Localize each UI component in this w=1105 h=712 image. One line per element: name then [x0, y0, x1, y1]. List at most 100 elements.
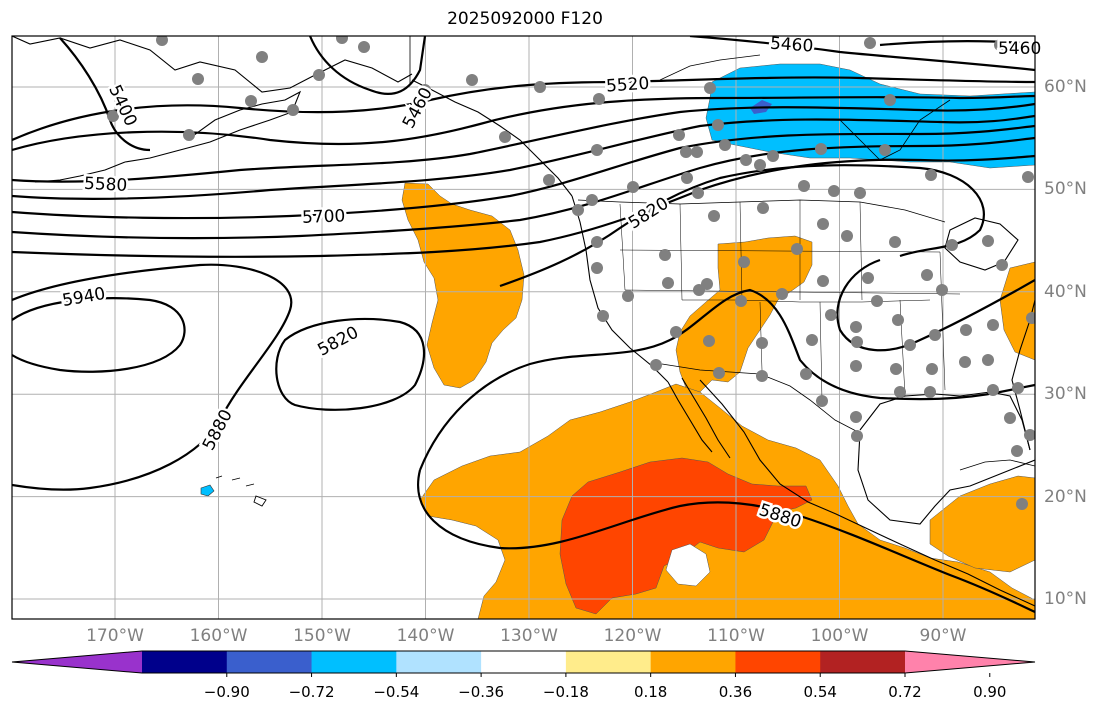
station-marker [183, 129, 195, 141]
longitude-label: 160°W [189, 626, 248, 646]
station-marker [894, 386, 906, 398]
station-marker [798, 180, 810, 192]
arctic-coast [659, 54, 761, 81]
station-marker [591, 144, 603, 156]
station-marker [816, 395, 828, 407]
station-marker [1026, 312, 1035, 324]
longitude-label: 90°W [919, 626, 967, 646]
station-marker [854, 187, 866, 199]
colorbar-bin [650, 651, 736, 673]
longitude-label: 170°W [86, 626, 144, 646]
contour-5880-pacific [12, 263, 293, 491]
colorbar-tick-label: 0.18 [633, 683, 668, 701]
colorbar-tick-label: −0.90 [203, 683, 250, 701]
latitude-label: 30°N [1044, 384, 1087, 405]
cuba-coast [959, 459, 1035, 471]
colorbar-bin [735, 651, 821, 673]
station-marker [904, 339, 916, 351]
station-marker [817, 218, 829, 230]
station-marker [850, 360, 862, 372]
station-marker [841, 230, 853, 242]
station-marker [735, 295, 747, 307]
station-marker [890, 363, 902, 375]
latitude-label: 20°N [1044, 486, 1087, 507]
station-marker [466, 74, 478, 86]
station-marker [806, 334, 818, 346]
gulf-coast [857, 431, 1035, 525]
station-marker [701, 278, 713, 290]
positive-anomaly-southwest [675, 235, 813, 393]
contour-label-5460-ne: 5460 [998, 39, 1041, 59]
station-marker [889, 236, 901, 248]
station-marker [791, 243, 803, 255]
station-marker [1016, 498, 1028, 510]
contour-label-5700: 5700 [302, 206, 346, 227]
contour-5460-north [689, 36, 1035, 72]
station-marker [336, 36, 348, 44]
contour-5820-pacific [275, 317, 426, 411]
station-marker [192, 73, 204, 85]
longitude-label: 100°W [810, 626, 869, 646]
colorbar-tick-label: −0.18 [542, 683, 589, 701]
hudson-bay-coast [839, 99, 951, 161]
station-marker [107, 110, 119, 122]
station-marker [800, 368, 812, 380]
station-marker [994, 39, 1006, 51]
contour-5880-south [417, 469, 1035, 613]
station-marker [719, 139, 731, 151]
station-marker [1024, 429, 1035, 441]
station-marker [287, 104, 299, 116]
colorbar-bin [481, 651, 567, 673]
anomaly-gap-near-zero [665, 543, 711, 587]
station-marker [703, 335, 715, 347]
us-canada-border [577, 199, 946, 223]
station-marker [959, 356, 971, 368]
station-marker [996, 259, 1008, 271]
station-marker [597, 310, 609, 322]
station-marker [1004, 412, 1016, 424]
contour-label-5580: 5580 [84, 174, 128, 196]
station-marker [987, 319, 999, 331]
station-marker [659, 249, 671, 261]
longitude-label: 130°W [500, 626, 558, 646]
latitude-label: 10°N [1044, 589, 1087, 609]
station-marker [851, 430, 863, 442]
station-marker [936, 284, 948, 296]
station-marker [313, 69, 325, 81]
station-marker [864, 37, 876, 49]
station-marker [713, 367, 725, 379]
us-gulf-coast [859, 391, 1031, 451]
us-mexico-border [661, 363, 859, 433]
station-marker [691, 146, 703, 158]
latitude-label: 50°N [1044, 179, 1087, 200]
latitude-label: 40°N [1044, 281, 1087, 302]
positive-anomaly-pacific-plume [401, 182, 525, 389]
station-marker [591, 236, 603, 248]
station-marker [924, 386, 936, 398]
station-marker [850, 321, 862, 333]
station-marker [708, 210, 720, 222]
station-marker [817, 275, 829, 287]
contour-5700 [12, 124, 1035, 220]
colorbar-bin [565, 651, 652, 673]
negative-anomaly-hawaii [200, 484, 215, 497]
contour-d [12, 154, 1035, 258]
station-marker [921, 269, 933, 281]
contour-b [12, 114, 1035, 200]
station-marker [850, 411, 862, 423]
latitude-label: 60°N [1044, 77, 1087, 97]
station-marker [757, 202, 769, 214]
station-marker [622, 290, 634, 302]
shaded-anomaly-fields [200, 63, 1035, 619]
contour-5940 [12, 297, 186, 373]
mexico-pacific-coast [699, 379, 1035, 607]
station-marker [738, 256, 750, 268]
contour-5580 [12, 102, 1035, 183]
station-marker [1022, 171, 1034, 183]
map-frame [11, 35, 1036, 620]
station-marker [862, 272, 874, 284]
colorbar-tick-label: −0.72 [288, 683, 335, 701]
colorbar-tick-label: 0.54 [803, 683, 837, 701]
baja-east [681, 377, 731, 459]
